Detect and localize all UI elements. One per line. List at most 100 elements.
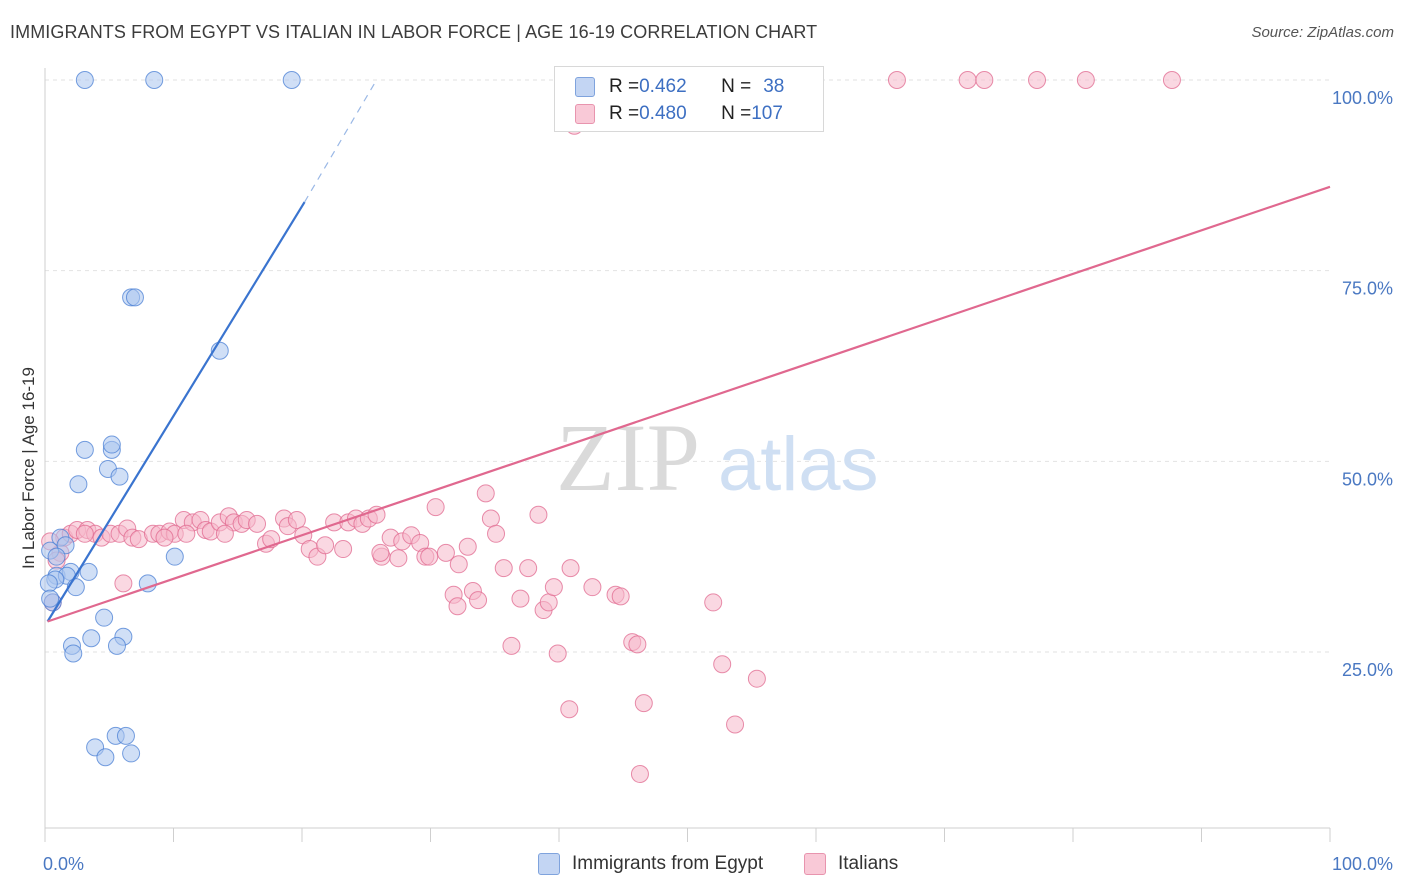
egypt-trend-extension xyxy=(304,79,378,203)
egypt-point xyxy=(69,475,88,494)
italians-point xyxy=(177,524,196,543)
italians-point xyxy=(215,524,234,543)
italians-point xyxy=(155,528,174,547)
egypt-point xyxy=(165,547,184,566)
legend: R = 0.462 N = 38 R = 0.480 N = 107 xyxy=(554,66,824,132)
egypt-point xyxy=(145,71,164,89)
italians-point xyxy=(487,524,506,543)
italians-point xyxy=(887,71,906,89)
legend-swatch-egypt xyxy=(575,77,595,97)
bottom-legend-label-italians: Italians xyxy=(838,853,899,874)
italians-point xyxy=(114,574,133,593)
source-label: Source: ZipAtlas.com xyxy=(1251,24,1394,41)
axes xyxy=(44,68,1331,842)
italians-points xyxy=(41,71,1181,784)
italians-point xyxy=(436,543,455,562)
egypt-point xyxy=(282,71,301,89)
legend-row-italians: R = 0.480 N = 107 xyxy=(575,101,783,127)
italians-point xyxy=(630,765,649,784)
italians-point xyxy=(481,509,500,528)
egypt-point xyxy=(125,288,144,307)
italians-point xyxy=(529,505,548,524)
egypt-point xyxy=(75,71,94,89)
egypt-point xyxy=(41,589,60,608)
italians-point xyxy=(726,715,745,734)
egypt-point xyxy=(96,748,115,767)
egypt-trend-line xyxy=(46,201,306,623)
italians-point xyxy=(539,593,558,612)
italians-point xyxy=(1076,71,1095,89)
legend-row-egypt: R = 0.462 N = 38 xyxy=(575,74,784,100)
italians-point xyxy=(316,536,335,555)
italians-point xyxy=(519,559,538,578)
watermark-zip: ZIP xyxy=(556,404,700,511)
italians-point xyxy=(1028,71,1047,89)
italians-point xyxy=(426,498,445,517)
legend-swatch-italians xyxy=(575,104,595,124)
italians-point xyxy=(958,71,977,89)
egypt-point xyxy=(75,440,94,459)
egypt-point xyxy=(138,574,157,593)
egypt-point xyxy=(122,744,141,763)
italians-point xyxy=(494,559,513,578)
bottom-legend-italians: Italians xyxy=(804,851,898,877)
legend-n-label: N = xyxy=(721,76,752,97)
egypt-point xyxy=(47,547,66,566)
italians-point xyxy=(511,589,530,608)
zipatlas-watermark: ZIP atlas xyxy=(556,404,879,511)
italians-point xyxy=(248,514,267,533)
axis-labels: 25.0% 50.0% 75.0% 100.0% 0.0% 100.0% In Labor … xyxy=(19,88,1393,874)
italians-trend-line xyxy=(47,185,1331,623)
legend-n-label: N = xyxy=(721,103,752,124)
egypt-points xyxy=(39,71,301,767)
italians-point xyxy=(747,669,766,688)
italians-point xyxy=(704,593,723,612)
italians-point xyxy=(561,559,580,578)
bottom-legend-egypt: Immigrants from Egypt xyxy=(538,851,763,877)
italians-point xyxy=(458,537,477,556)
italians-point xyxy=(448,597,467,616)
legend-r-label: R = xyxy=(609,103,640,124)
egypt-point xyxy=(79,562,98,581)
italians-point xyxy=(449,555,468,574)
italians-point xyxy=(75,524,94,543)
italians-point xyxy=(502,636,521,655)
italians-point xyxy=(628,635,647,654)
italians-point xyxy=(544,578,563,597)
egypt-point xyxy=(116,726,135,745)
italians-point xyxy=(469,591,488,610)
legend-n-value: 38 xyxy=(763,76,785,97)
italians-point xyxy=(287,511,306,530)
bottom-legend-swatch-egypt xyxy=(538,853,560,875)
italians-point xyxy=(975,71,994,89)
egypt-point xyxy=(95,608,114,627)
grid-lines xyxy=(45,79,1330,653)
italians-point xyxy=(713,655,732,674)
y-tick-label: 75.0% xyxy=(1342,279,1393,299)
egypt-point xyxy=(64,644,83,663)
watermark-atlas: atlas xyxy=(718,422,879,507)
egypt-point xyxy=(102,435,121,454)
italians-point xyxy=(583,578,602,597)
y-tick-label: 100.0% xyxy=(1332,88,1393,108)
legend-r-value: 0.480 xyxy=(639,103,687,124)
chart-title: IMMIGRANTS FROM EGYPT VS ITALIAN IN LABO… xyxy=(10,22,818,42)
italians-point xyxy=(371,543,390,562)
y-tick-label: 25.0% xyxy=(1342,660,1393,680)
italians-point xyxy=(560,700,579,719)
x-tick-label: 0.0% xyxy=(43,854,84,874)
egypt-point xyxy=(82,629,101,648)
x-tick-label: 100.0% xyxy=(1332,854,1393,874)
legend-r-value: 0.462 xyxy=(639,76,687,97)
trend-lines xyxy=(46,79,1331,623)
italians-point xyxy=(1162,71,1181,89)
legend-n-value: 107 xyxy=(751,103,783,124)
italians-point xyxy=(548,644,567,663)
egypt-point xyxy=(110,467,129,486)
italians-point xyxy=(389,549,408,568)
y-tick-label: 50.0% xyxy=(1342,469,1393,489)
italians-point xyxy=(634,694,653,713)
italians-point xyxy=(420,547,439,566)
y-axis-title: In Labor Force | Age 16-19 xyxy=(19,367,38,569)
